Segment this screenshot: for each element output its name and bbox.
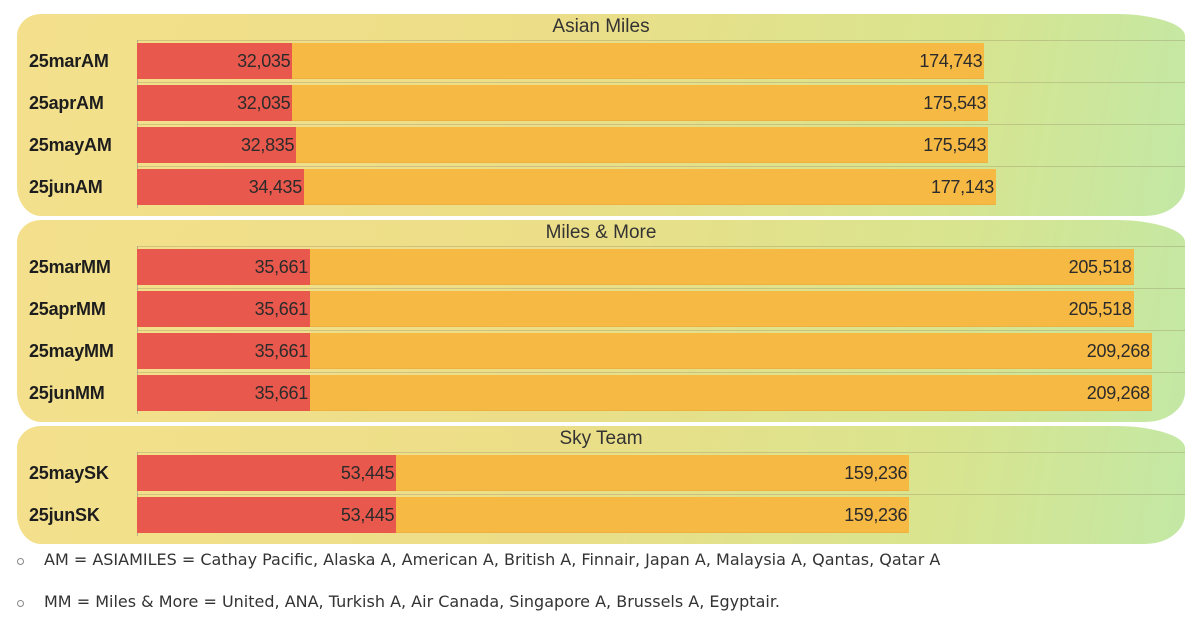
bar-row: 25aprMM 35,661 205,518 [17,288,1185,330]
category-label: 25junMM [29,383,105,403]
bar-start [137,333,310,369]
gridline [137,288,1185,289]
panel-title: Asian Miles [552,16,650,37]
category-label: 25junSK [29,505,100,525]
bar-row: 25aprAM 32,035 175,543 [17,82,1185,124]
category-label: 25mayMM [29,341,114,361]
data-label-start: 34,435 [248,177,303,197]
data-label-start: 53,445 [340,463,395,483]
category-label: 25aprAM [29,93,104,113]
bar-row: 25junMM 35,661 209,268 [17,372,1185,414]
bar-row: 25marAM 32,035 174,743 [17,40,1185,82]
data-label-end: 175,543 [923,135,987,155]
bar-row: 25mayMM 35,661 209,268 [17,330,1185,372]
plot-axis-line [137,246,1185,414]
panel-title: Miles & More [545,222,657,243]
plot-axis-line [137,452,1185,536]
note-text: AM = ASIAMILES = Cathay Pacific, Alaska … [44,550,941,569]
category-label: 25marMM [29,257,111,277]
bar-start [137,169,304,205]
bar-row: 25marMM 35,661 205,518 [17,246,1185,288]
plot-axis-line [137,40,1185,208]
bar-row: 25maySK 53,445 159,236 [17,452,1185,494]
bar-row: 25junSK 53,445 159,236 [17,494,1185,536]
panel-title: Sky Team [559,428,643,449]
chart-panel: Sky Team 25maySK 53,445 159,236 25junSK 53,44… [17,426,1185,544]
gridline [137,494,1185,495]
category-label: 25mayAM [29,135,112,155]
data-label-end: 205,518 [1068,299,1132,319]
data-label-end: 177,143 [931,177,994,197]
gridline [137,372,1185,373]
bar-start [137,43,293,79]
bar-row: 25junAM 34,435 177,143 [17,166,1185,208]
gridline [137,82,1185,83]
chart-panel: Miles & More 25marMM 35,661 205,518 25aprMM 3… [17,220,1185,422]
bar-start [137,291,310,327]
data-label-end: 175,543 [923,93,987,113]
gridline [137,124,1185,125]
gridline [137,166,1185,167]
data-label-start: 32,035 [237,51,291,71]
data-label-start: 35,661 [254,299,309,319]
gridline [137,330,1185,331]
category-label: 25aprMM [29,299,106,319]
data-label-end: 209,268 [1086,383,1150,403]
bar-start [137,249,310,285]
category-label: 25marAM [29,51,109,71]
gridline [137,40,1185,41]
bar-start [137,497,397,533]
data-label-start: 35,661 [254,341,309,361]
bullet-icon [17,558,24,565]
data-label-start: 32,035 [237,93,291,113]
bar-start [137,85,293,121]
data-label-end: 205,518 [1068,257,1132,277]
data-label-end: 159,236 [844,505,908,525]
data-label-start: 35,661 [254,257,309,277]
data-label-start: 53,445 [340,505,395,525]
data-label-end: 159,236 [844,463,908,483]
bullet-icon [17,600,24,607]
note-text: MM = Miles & More = United, ANA, Turkish… [44,592,781,611]
data-label-start: 32,835 [240,135,295,155]
chart-panel: Asian Miles 25marAM 32,035 174,743 25aprAM 32… [17,14,1185,216]
category-label: 25junAM [29,177,103,197]
bar-start [137,455,397,491]
bar-start [137,127,297,163]
data-label-start: 35,661 [254,383,309,403]
category-label: 25maySK [29,463,109,483]
bar-row: 25mayAM 32,835 175,543 [17,124,1185,166]
gridline [137,452,1185,453]
gridline [137,246,1185,247]
bar-start [137,375,310,411]
data-label-end: 209,268 [1086,341,1150,361]
data-label-end: 174,743 [919,51,983,71]
